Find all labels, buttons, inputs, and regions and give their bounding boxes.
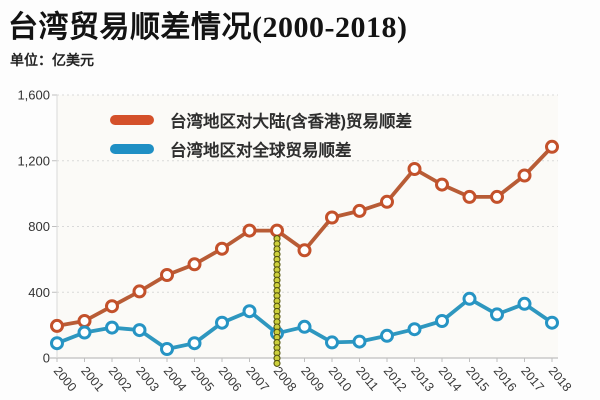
mainland-point-2002[interactable] (105, 299, 119, 314)
mainland-point-2010[interactable] (325, 210, 339, 225)
mainland-point-2013[interactable] (407, 162, 422, 176)
x-axis-label: 2006 (216, 364, 245, 394)
global-point-2015[interactable] (462, 291, 477, 306)
global-point-2007[interactable] (242, 304, 257, 319)
global-point-2011[interactable] (352, 334, 367, 349)
legend-swatch-blue (110, 143, 154, 154)
x-axis-label: 2012 (381, 364, 410, 394)
mainland-point-2014[interactable] (435, 177, 449, 192)
legend-item-global[interactable]: 台湾地区对全球贸易顺差 (110, 134, 412, 163)
trade-surplus-line-chart: 04008001,2001,60020002001200220032004200… (17, 88, 575, 395)
x-axis-label: 2011 (353, 364, 381, 394)
unit-label: 单位：亿美元 (10, 52, 94, 68)
legend-swatch-orange (110, 114, 154, 125)
mainland-point-2018[interactable] (545, 139, 559, 154)
mainland-point-2008[interactable] (270, 223, 284, 238)
mainland-point-2003[interactable] (132, 284, 147, 299)
global-point-2005[interactable] (187, 336, 202, 351)
mainland-point-2017[interactable] (517, 168, 532, 183)
x-axis-label: 2008 (271, 364, 300, 394)
global-point-2003[interactable] (132, 323, 147, 338)
mainland-point-2007[interactable] (242, 223, 257, 238)
legend-label-global: 台湾地区对全球贸易顺差 (170, 141, 352, 160)
global-point-2006[interactable] (215, 315, 229, 330)
global-point-2004[interactable] (160, 342, 174, 356)
x-axis-label: 2018 (546, 364, 575, 394)
mainland-point-2012[interactable] (380, 194, 394, 209)
x-axis-label: 2017 (518, 364, 547, 394)
x-axis-label: 2001 (78, 364, 107, 394)
global-point-2002[interactable] (105, 320, 119, 335)
y-axis-label: 0 (43, 351, 50, 366)
x-axis-label: 2004 (161, 364, 190, 394)
global-point-2012[interactable] (380, 328, 394, 343)
x-axis-label: 2010 (326, 364, 355, 394)
global-point-2013[interactable] (407, 322, 422, 337)
legend-item-mainland[interactable]: 台湾地区对大陆(含香港)贸易顺差 (110, 105, 412, 134)
x-axis-label: 2015 (463, 364, 492, 394)
mainland-point-2005[interactable] (187, 257, 202, 272)
legend: 台湾地区对大陆(含香港)贸易顺差 台湾地区对全球贸易顺差 (110, 105, 412, 163)
x-axis-label: 2009 (298, 364, 327, 394)
annotation-bead (273, 359, 281, 367)
y-axis-label: 800 (28, 219, 50, 234)
global-point-2018[interactable] (545, 315, 559, 330)
global-point-2014[interactable] (435, 314, 449, 328)
legend-label-mainland: 台湾地区对大陆(含香港)贸易顺差 (170, 112, 412, 131)
mainland-point-2006[interactable] (215, 241, 229, 256)
mainland-point-2016[interactable] (490, 189, 504, 204)
y-axis-label: 1,600 (17, 88, 50, 103)
global-point-2001[interactable] (77, 325, 92, 340)
x-axis-label: 2005 (188, 364, 217, 394)
x-axis-label: 2000 (51, 364, 80, 394)
x-axis-label: 2003 (133, 364, 162, 394)
mainland-point-2001[interactable] (77, 314, 92, 328)
y-axis-label: 400 (28, 285, 50, 300)
mainland-point-2015[interactable] (462, 189, 477, 204)
x-axis-label: 2016 (491, 364, 520, 394)
mainland-point-2011[interactable] (352, 203, 367, 218)
x-axis-label: 2007 (243, 364, 272, 394)
y-axis-label: 1,200 (17, 153, 50, 168)
global-point-2000[interactable] (50, 336, 64, 351)
x-axis-label: 2002 (106, 364, 135, 394)
mainland-point-2009[interactable] (297, 243, 312, 258)
x-axis-label: 2014 (436, 364, 465, 394)
global-point-2009[interactable] (297, 319, 312, 334)
x-axis-label: 2013 (408, 364, 437, 394)
global-point-2017[interactable] (517, 296, 532, 311)
mainland-point-2004[interactable] (160, 268, 174, 282)
page-title: 台湾贸易顺差情况(2000-2018) (8, 11, 408, 44)
mainland-point-2000[interactable] (50, 318, 64, 333)
global-point-2010[interactable] (325, 335, 339, 350)
global-point-2016[interactable] (490, 307, 504, 322)
